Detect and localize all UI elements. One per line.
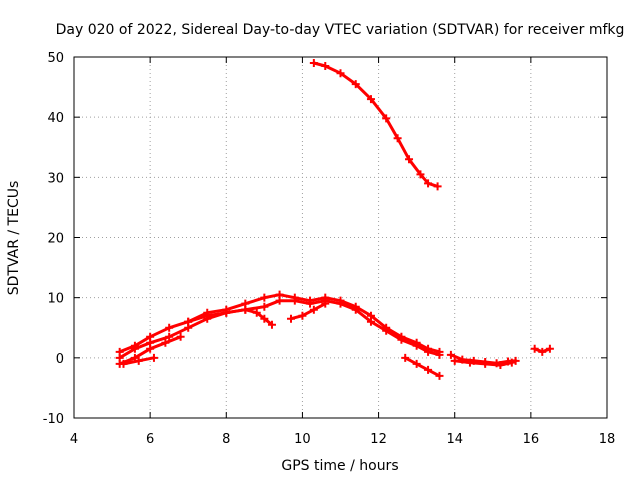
data-point [203,311,212,320]
data-point [287,314,296,323]
x-tick-label: 4 [70,432,78,447]
data-point [412,359,421,368]
data-point [130,344,139,353]
data-point [184,317,193,326]
data-point [306,299,315,308]
y-tick-label: -10 [43,412,64,427]
data-point [134,356,143,365]
data-point [146,344,155,353]
data-point [382,114,391,123]
data-point [252,308,261,317]
y-tick-label: 50 [47,51,64,66]
data-point [538,347,547,356]
grid [74,57,607,418]
data-point [366,95,375,104]
data-point [275,296,284,305]
series-line-arc-7 [403,356,441,378]
data-point [298,311,307,320]
data-point [309,59,318,68]
data-point [366,317,375,326]
data-point [397,335,406,344]
x-tick-label: 18 [599,432,616,447]
data-point [435,350,444,359]
data-point [161,338,170,347]
data-point [405,155,414,164]
series-line-arc-high [312,61,440,188]
data-point [165,323,174,332]
data-point [433,182,442,191]
series-layer [115,59,554,380]
series-line-arc-6 [289,302,327,321]
data-point [260,293,269,302]
data-point [465,358,474,367]
data-point [351,80,360,89]
data-point [260,314,269,323]
data-point [481,359,490,368]
data-point [176,332,185,341]
data-point [290,296,299,305]
y-tick-label: 10 [47,292,64,307]
data-point [424,347,433,356]
data-point [382,326,391,335]
x-tick-label: 10 [294,432,311,447]
y-tick-label: 40 [47,111,64,126]
x-tick-label: 8 [222,432,230,447]
chart-title: Day 020 of 2022, Sidereal Day-to-day VTE… [56,22,625,38]
data-point [446,350,455,359]
ticks: 4 6 8 10 12 14 16 18 -10 0 10 20 30 40 50 [43,51,616,447]
data-point [119,359,128,368]
data-point [321,299,330,308]
data-point [260,302,269,311]
data-point [401,353,410,362]
y-tick-label: 30 [47,171,64,186]
data-point [435,371,444,380]
y-axis-label: SDTVAR / TECUs [6,181,22,296]
x-tick-label: 14 [446,432,463,447]
plot-frame [73,56,608,419]
data-point [545,344,554,353]
x-tick-label: 6 [146,432,154,447]
data-point [309,305,318,314]
data-point [149,353,158,362]
x-tick-label: 16 [523,432,540,447]
data-point [267,320,276,329]
data-point [412,341,421,350]
y-tick-label: 0 [56,352,64,367]
data-point [393,134,402,143]
data-point [351,305,360,314]
data-point [416,170,425,179]
data-point [165,332,174,341]
data-point [424,179,433,188]
x-axis-label: GPS time / hours [281,458,398,474]
data-point [450,356,459,365]
data-point [241,305,250,314]
data-point [496,361,505,370]
x-tick-label: 12 [370,432,387,447]
data-point [336,69,345,78]
data-point [321,62,330,71]
data-point [336,299,345,308]
data-point [507,358,516,367]
data-point [424,365,433,374]
data-point [530,344,539,353]
data-point [222,308,231,317]
y-tick-label: 20 [47,232,64,247]
